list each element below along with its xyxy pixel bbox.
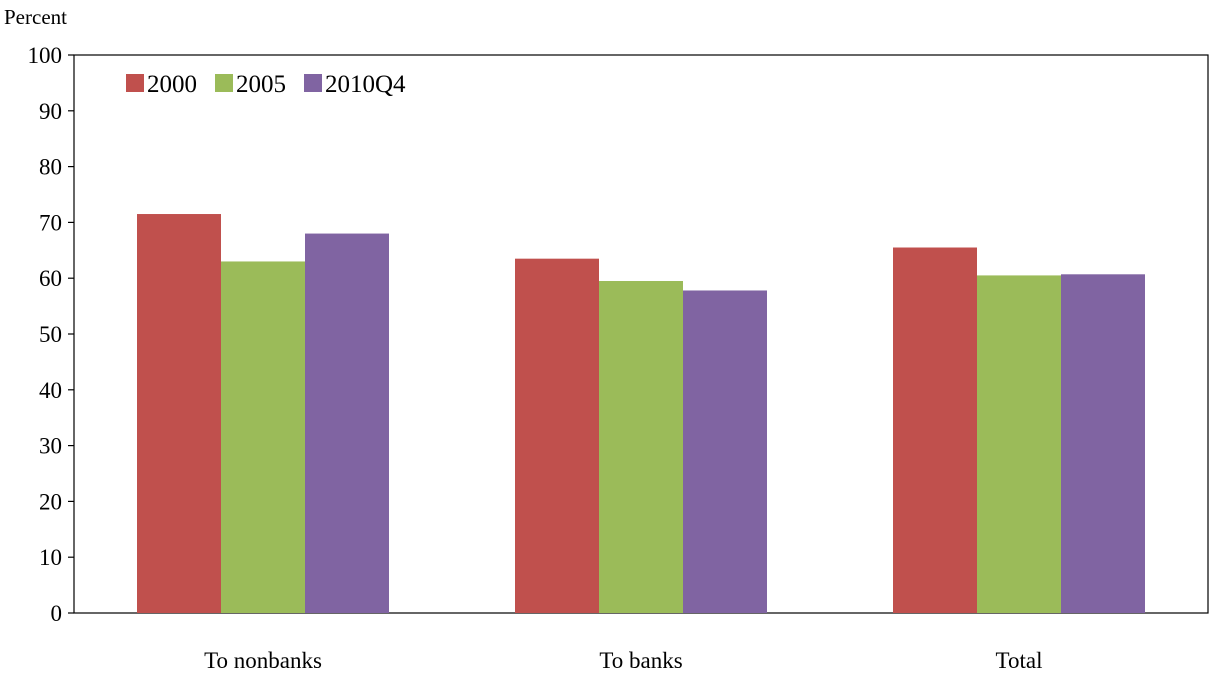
y-tick-label: 70 — [39, 210, 62, 235]
y-tick-label: 10 — [39, 545, 62, 570]
bar-2000-3 — [893, 247, 977, 613]
bar-2005-2 — [599, 280, 683, 613]
y-tick-label: 60 — [39, 266, 62, 291]
y-tick-label: 30 — [39, 434, 62, 459]
y-tick-label: 0 — [51, 601, 63, 626]
category-label: To banks — [599, 648, 682, 673]
bars-group — [137, 214, 1145, 613]
legend-label: 2005 — [236, 71, 286, 98]
x-axis: To nonbanks To banks Total — [204, 648, 1042, 673]
y-tick-label: 100 — [28, 43, 63, 68]
y-tick-label: 50 — [39, 322, 62, 347]
bar-2010q4-3 — [1061, 274, 1145, 613]
bar-2005-1 — [221, 261, 305, 613]
y-tick-label: 20 — [39, 489, 62, 514]
bar-2000-2 — [515, 258, 599, 613]
bar-2010q4-1 — [305, 233, 389, 613]
legend-label: 2010Q4 — [325, 71, 406, 98]
y-tick-label: 80 — [39, 155, 62, 180]
bar-2010q4-2 — [683, 290, 767, 613]
legend-swatch — [126, 74, 144, 92]
category-label: To nonbanks — [204, 648, 322, 673]
y-tick-label: 40 — [39, 378, 62, 403]
y-axis: 0 10 20 30 40 50 60 70 80 90 100 — [28, 43, 74, 626]
bar-2000-1 — [137, 214, 221, 613]
legend-label: 2000 — [147, 71, 197, 98]
legend-swatch — [215, 74, 233, 92]
y-axis-unit-label: Percent — [4, 5, 67, 29]
legend: 2000 2005 2010Q4 — [126, 71, 406, 98]
legend-swatch — [304, 74, 322, 92]
bar-2005-3 — [977, 275, 1061, 613]
y-tick-label: 90 — [39, 99, 62, 124]
category-label: Total — [996, 648, 1043, 673]
